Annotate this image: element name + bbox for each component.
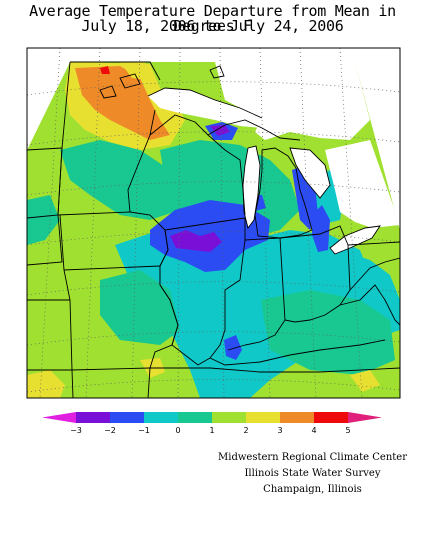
legend-bin <box>110 412 144 423</box>
map-title-line1: Average Temperature Departure from Mean … <box>29 2 396 35</box>
legend-bin <box>76 412 110 423</box>
credit-line3: Champaign, Illinois <box>263 484 362 495</box>
legend-bin <box>280 412 314 423</box>
credit-line1: Midwestern Regional Climate Center <box>218 452 407 463</box>
graticule <box>27 48 400 398</box>
legend-tick-label: −3 <box>70 426 82 435</box>
legend-bin <box>314 412 348 423</box>
legend-tick-label: 1 <box>209 426 214 435</box>
legend-bin <box>178 412 212 423</box>
legend-bin <box>246 412 280 423</box>
map-field <box>27 48 400 398</box>
legend-tick-label: 3 <box>277 426 282 435</box>
credit-line2: Illinois State Water Survey <box>244 468 381 479</box>
map-title-line2: July 18, 2006 to July 24, 2006 <box>81 17 344 35</box>
state-borders <box>27 61 400 398</box>
legend-tick-label: −1 <box>138 426 150 435</box>
great-lakes <box>148 62 400 254</box>
legend-tick-label: −2 <box>104 426 116 435</box>
legend-tick-label: 4 <box>311 426 316 435</box>
legend-tick-label: 2 <box>243 426 248 435</box>
legend-tick-label: 5 <box>345 426 350 435</box>
legend-tick-label: 0 <box>175 426 180 435</box>
legend-bin <box>212 412 246 423</box>
legend-arrow-high <box>348 412 382 423</box>
map-frame <box>26 47 401 399</box>
legend-bin <box>144 412 178 423</box>
legend-arrow-low <box>42 412 76 423</box>
